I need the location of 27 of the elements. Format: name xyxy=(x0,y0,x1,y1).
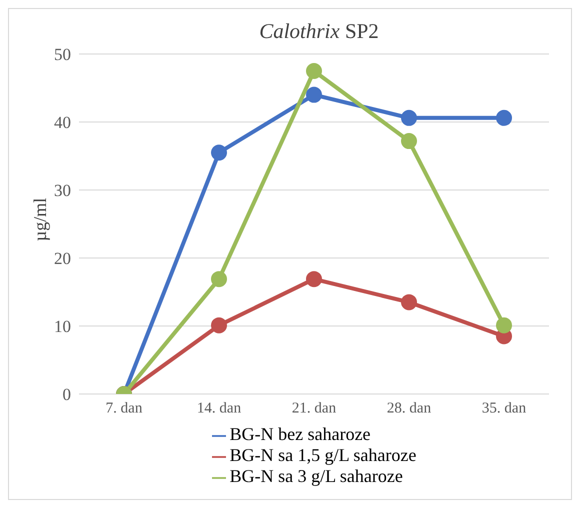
y-tick-label: 50 xyxy=(54,45,71,64)
point xyxy=(401,110,417,126)
point xyxy=(496,317,512,334)
x-tick-label: 28. dan xyxy=(386,400,432,417)
point xyxy=(211,317,227,334)
x-tick-label: 14. dan xyxy=(196,400,242,417)
x-tick-label: 21. dan xyxy=(292,400,337,417)
y-tick-label: 20 xyxy=(54,249,71,268)
y-axis-title: µg/ml xyxy=(30,198,52,242)
legend-label: BG-N sa 1,5 g/L saharoze xyxy=(230,445,416,465)
point xyxy=(211,144,227,161)
point xyxy=(401,294,417,310)
legend-label: BG-N sa 3 g/L saharoze xyxy=(230,466,403,486)
point xyxy=(306,86,322,103)
x-tick-label: 35. dan xyxy=(482,400,527,417)
y-tick-label: 10 xyxy=(54,317,71,336)
point xyxy=(306,271,322,288)
legend-label: BG-N bez saharoze xyxy=(230,424,371,444)
y-tick-label: 40 xyxy=(54,113,71,132)
point xyxy=(401,133,417,150)
y-tick-label: 0 xyxy=(62,385,71,404)
x-tick-label: 7. dan xyxy=(106,400,143,417)
point xyxy=(211,271,227,288)
point xyxy=(306,63,322,79)
point xyxy=(496,110,512,126)
y-tick-label: 30 xyxy=(54,181,71,200)
chart-title: Calothrix SP2 xyxy=(258,19,380,44)
